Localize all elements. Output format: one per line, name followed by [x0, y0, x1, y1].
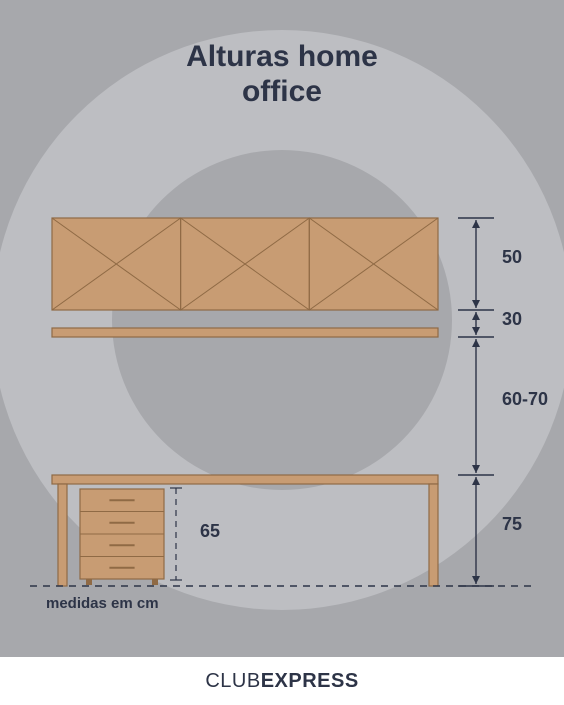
- title-line2: office: [242, 75, 322, 108]
- dimension-value: 75: [502, 514, 522, 535]
- units-note: medidas em cm: [46, 595, 159, 612]
- page-title: Alturas home office: [0, 40, 564, 109]
- brand-suffix: EXPRESS: [261, 670, 359, 692]
- infographic-canvas: Alturas home office medidas em cm 50 30 60…: [0, 0, 564, 705]
- dimension-value: 65: [200, 521, 220, 542]
- dimension-value: 30: [502, 309, 522, 330]
- footer-bar: CLUBEXPRESS: [0, 657, 564, 705]
- brand-prefix: CLUB: [205, 670, 260, 692]
- title-line1: Alturas home: [186, 40, 378, 73]
- dimension-value: 50: [502, 247, 522, 268]
- dimension-value: 60-70: [502, 389, 548, 410]
